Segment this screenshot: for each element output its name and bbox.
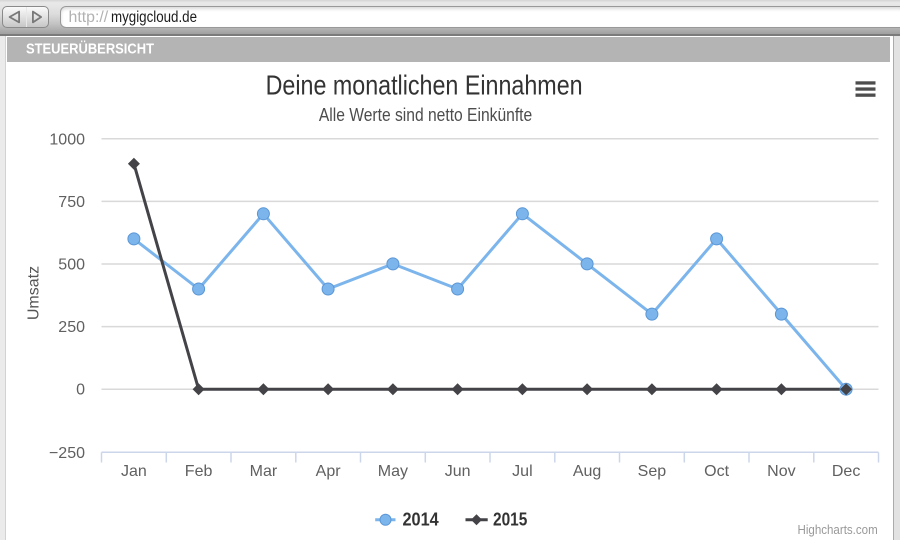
svg-text:Apr: Apr — [316, 463, 342, 480]
svg-text:2014: 2014 — [403, 510, 439, 530]
svg-text:Nov: Nov — [767, 463, 795, 480]
svg-text:Jan: Jan — [121, 463, 147, 480]
svg-text:250: 250 — [58, 319, 85, 336]
svg-text:STEUERÜBERSICHT: STEUERÜBERSICHT — [26, 40, 154, 57]
svg-text:750: 750 — [58, 194, 85, 211]
svg-text:1000: 1000 — [49, 131, 85, 148]
svg-text:http://: http:// — [69, 9, 109, 26]
svg-text:2015: 2015 — [493, 510, 527, 530]
svg-text:500: 500 — [58, 257, 85, 274]
svg-text:Umsatz: Umsatz — [26, 266, 43, 320]
svg-text:Sep: Sep — [638, 463, 667, 480]
svg-text:Alle Werte sind netto Einkünft: Alle Werte sind netto Einkünfte — [319, 105, 532, 125]
svg-text:Highcharts.com: Highcharts.com — [798, 522, 878, 537]
svg-text:−250: −250 — [49, 445, 85, 462]
svg-text:Jul: Jul — [512, 463, 532, 480]
svg-text:Feb: Feb — [185, 463, 213, 480]
svg-text:Oct: Oct — [704, 463, 729, 480]
svg-text:Dec: Dec — [832, 463, 860, 480]
svg-text:mygigcloud.de: mygigcloud.de — [111, 9, 197, 26]
svg-text:Mar: Mar — [250, 463, 278, 480]
svg-text:0: 0 — [76, 382, 85, 399]
svg-text:May: May — [378, 463, 408, 480]
svg-text:Aug: Aug — [573, 463, 601, 480]
svg-text:Jun: Jun — [445, 463, 471, 480]
svg-text:Deine monatlichen Einnahmen: Deine monatlichen Einnahmen — [266, 70, 583, 101]
